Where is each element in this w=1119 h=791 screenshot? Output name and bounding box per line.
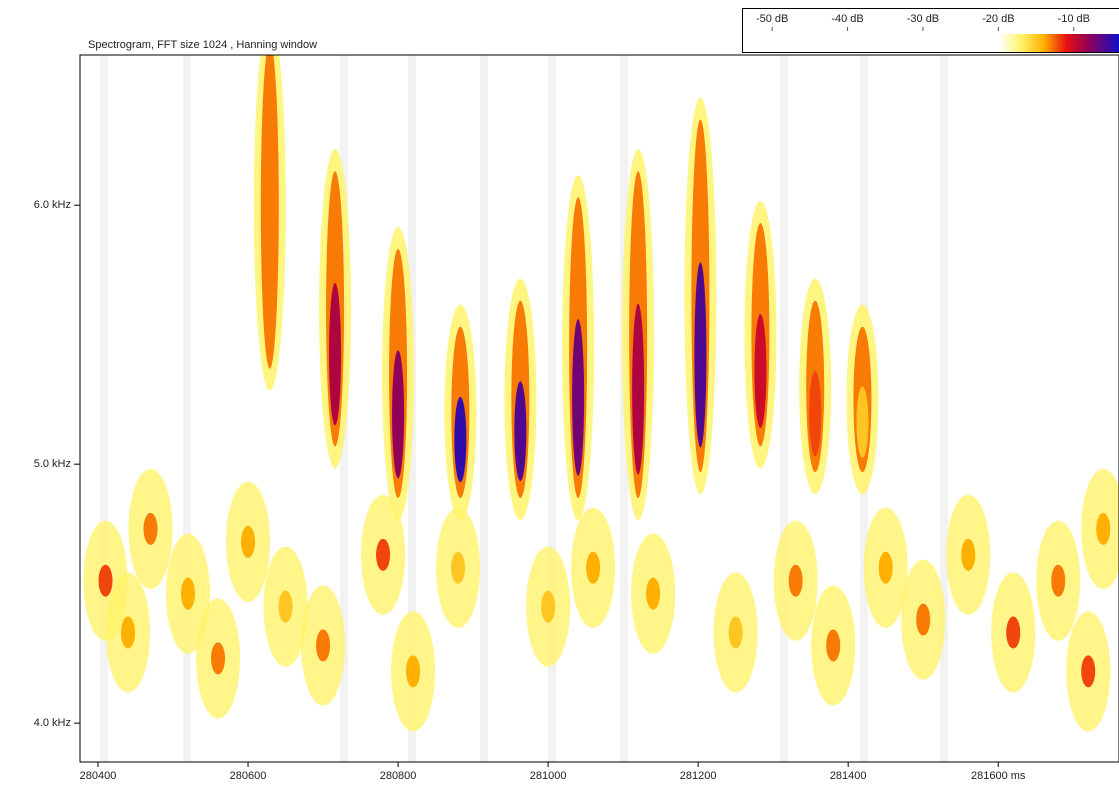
noise-patch [143, 512, 158, 545]
colorbar-tick-label: -10 dB [1058, 13, 1090, 25]
x-tick-label: 281600 ms [971, 770, 1026, 782]
noise-patch [646, 577, 661, 610]
chart-title: Spectrogram, FFT size 1024 , Hanning win… [88, 39, 317, 51]
noise-patch [1051, 564, 1066, 597]
call-core [856, 386, 869, 458]
call-core [392, 350, 405, 479]
x-tick-label: 280400 [80, 770, 117, 782]
noise-patch [241, 525, 256, 558]
call-core [514, 381, 527, 482]
call-core [694, 262, 707, 448]
stripe [480, 55, 488, 762]
stripe [183, 55, 191, 762]
plot-area [80, 55, 1119, 762]
noise-patch [451, 551, 466, 584]
call-core [754, 313, 767, 428]
call-core [632, 303, 645, 475]
stripe [100, 55, 108, 762]
noise-patch [121, 616, 136, 649]
stripe [940, 55, 948, 762]
colorbar-tick-label: -30 dB [907, 13, 939, 25]
y-tick-label: 4.0 kHz [34, 717, 71, 729]
noise-patch [788, 564, 803, 597]
x-tick-label: 280600 [230, 770, 267, 782]
x-tick-label: 281200 [680, 770, 717, 782]
y-tick-label: 5.0 kHz [34, 458, 71, 470]
noise-patch [406, 655, 421, 688]
stripe [548, 55, 556, 762]
noise-patch [1081, 655, 1096, 688]
call-core [329, 282, 342, 426]
colorbar-tick-label: -20 dB [982, 13, 1014, 25]
noise-patch [728, 616, 743, 649]
noise-patch [916, 603, 931, 636]
noise-patch [211, 642, 226, 675]
noise-patch [826, 629, 841, 662]
noise-patch [376, 538, 391, 571]
noise-patch [278, 590, 293, 623]
call-core [572, 319, 585, 476]
noise-patch [316, 629, 331, 662]
noise-patch [1096, 512, 1111, 545]
noise-patch [961, 538, 976, 571]
stripe [780, 55, 788, 762]
x-tick-label: 281400 [830, 770, 867, 782]
colorbar-tick-label: -50 dB [756, 13, 788, 25]
x-tick-label: 281000 [530, 770, 567, 782]
colorbar [743, 34, 1119, 52]
plot-frame [79, 54, 1119, 763]
noise-patch [586, 551, 601, 584]
call-core [454, 396, 467, 483]
colorbar-tick-label: -40 dB [831, 13, 863, 25]
noise-patch [181, 577, 196, 610]
x-tick-label: 280800 [380, 770, 417, 782]
call-core [809, 370, 822, 457]
y-tick-label: 6.0 kHz [34, 199, 71, 211]
noise-patch [98, 564, 113, 597]
noise-patch [541, 590, 556, 623]
noise-patch [878, 551, 893, 584]
noise-patch [1006, 616, 1021, 649]
call-core [263, 174, 276, 346]
